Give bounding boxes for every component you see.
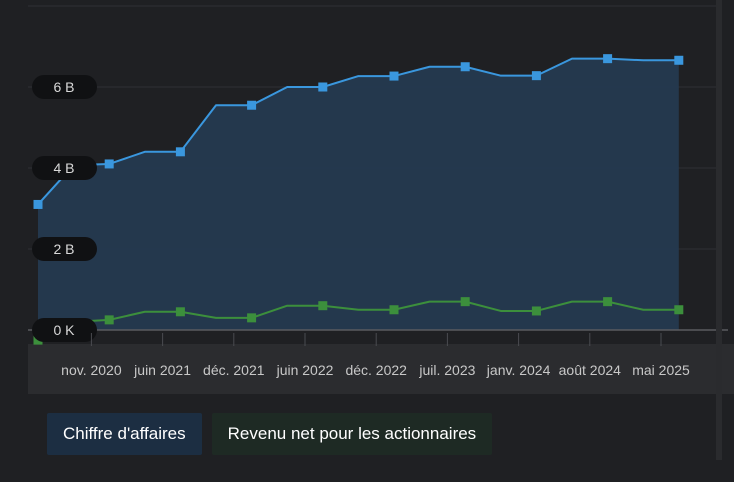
data-point xyxy=(175,147,185,157)
legend-item-net-income[interactable]: Revenu net pour les actionnaires xyxy=(211,413,493,455)
data-point xyxy=(460,62,470,72)
data-point xyxy=(247,100,257,110)
data-point xyxy=(318,301,328,311)
data-point xyxy=(389,71,399,81)
y-tick-bg xyxy=(32,75,97,99)
data-point xyxy=(531,71,541,81)
y-tick-label: 2 B xyxy=(53,241,74,257)
x-tick-label: janv. 2024 xyxy=(486,362,551,378)
x-axis: nov. 2020 juin 2021 déc. 2021 juin 2022 déc.… xyxy=(61,333,690,378)
x-tick-label: déc. 2022 xyxy=(345,362,407,378)
data-point xyxy=(603,297,613,307)
line-layer xyxy=(28,57,728,342)
data-point xyxy=(175,307,185,317)
y-tick-bg xyxy=(32,318,97,342)
y-tick: 6 B xyxy=(32,75,97,99)
data-point xyxy=(104,159,114,169)
x-tick-label: août 2024 xyxy=(559,362,621,378)
y-tick: 0 K xyxy=(32,318,97,342)
data-point xyxy=(603,54,613,64)
data-point xyxy=(104,315,114,325)
series-area-0 xyxy=(38,58,679,331)
y-tick-bg xyxy=(32,237,97,261)
scrollbar[interactable] xyxy=(716,0,722,460)
x-axis-band xyxy=(28,344,734,394)
x-tick-label: mai 2025 xyxy=(632,362,690,378)
series-line-0 xyxy=(37,57,679,206)
y-axis: 0 K 2 B 4 B 6 B xyxy=(32,75,97,342)
y-tick-label: 4 B xyxy=(53,160,74,176)
y-tick: 4 B xyxy=(32,156,97,180)
x-tick-label: déc. 2021 xyxy=(203,362,265,378)
data-point xyxy=(531,306,541,316)
data-point xyxy=(318,82,328,92)
series-line-1 xyxy=(37,300,679,342)
legend-item-revenue[interactable]: Chiffre d'affaires xyxy=(47,413,202,455)
data-point xyxy=(674,305,684,315)
y-tick-bg xyxy=(32,156,97,180)
x-tick-label: juin 2022 xyxy=(276,362,334,378)
data-point xyxy=(674,55,684,65)
data-point xyxy=(460,297,470,307)
legend: Chiffre d'affaires Revenu net pour les a… xyxy=(47,413,493,455)
area-layer xyxy=(38,58,679,331)
data-point xyxy=(33,199,43,209)
y-tick-label: 0 K xyxy=(53,322,75,338)
y-tick-label: 6 B xyxy=(53,79,74,95)
x-tick-label: juin 2021 xyxy=(133,362,191,378)
x-tick-label: juil. 2023 xyxy=(418,362,475,378)
data-point xyxy=(247,313,257,323)
data-point xyxy=(389,305,399,315)
y-tick: 2 B xyxy=(32,237,97,261)
x-tick-label: nov. 2020 xyxy=(61,362,122,378)
